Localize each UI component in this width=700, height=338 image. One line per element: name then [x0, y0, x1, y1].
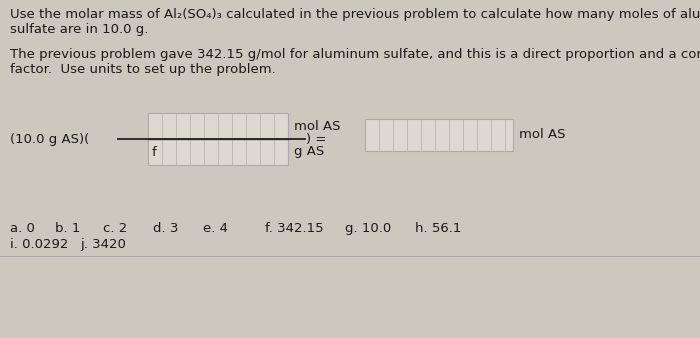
Text: c. 2: c. 2: [103, 222, 127, 235]
Text: The previous problem gave 342.15 g/mol for aluminum sulfate, and this is a direc: The previous problem gave 342.15 g/mol f…: [10, 48, 700, 61]
Text: f. 342.15: f. 342.15: [265, 222, 323, 235]
Text: f: f: [152, 145, 157, 159]
Text: b. 1: b. 1: [55, 222, 80, 235]
Text: h. 56.1: h. 56.1: [415, 222, 461, 235]
Text: ) =: ) =: [306, 132, 326, 145]
Text: e. 4: e. 4: [203, 222, 228, 235]
Text: i. 0.0292: i. 0.0292: [10, 238, 69, 251]
Text: factor.  Use units to set up the problem.: factor. Use units to set up the problem.: [10, 63, 276, 76]
Bar: [148, 139, 288, 165]
Text: Use the molar mass of Al₂(SO₄)₃ calculated in the previous problem to calculate : Use the molar mass of Al₂(SO₄)₃ calculat…: [10, 8, 700, 21]
Text: a. 0: a. 0: [10, 222, 35, 235]
Text: sulfate are in 10.0 g.: sulfate are in 10.0 g.: [10, 23, 148, 36]
Bar: [148, 113, 288, 139]
Text: mol AS: mol AS: [294, 120, 340, 132]
Text: d. 3: d. 3: [153, 222, 178, 235]
Bar: [365, 119, 513, 151]
Text: j. 3420: j. 3420: [80, 238, 126, 251]
Text: g. 10.0: g. 10.0: [345, 222, 391, 235]
Text: g AS: g AS: [294, 145, 324, 159]
Text: (10.0 g AS)(: (10.0 g AS)(: [10, 132, 90, 145]
Text: mol AS: mol AS: [519, 128, 566, 142]
